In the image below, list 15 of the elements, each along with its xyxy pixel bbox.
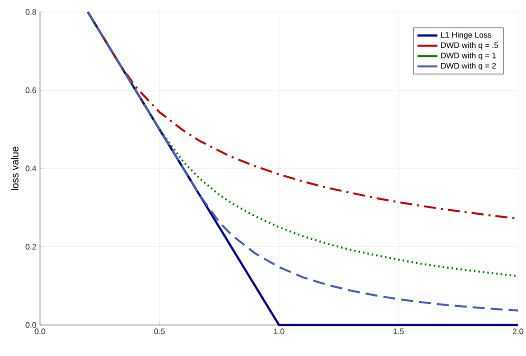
y-tick-label: 0.0 [26, 322, 36, 328]
legend-label: DWD with q = 2 [441, 62, 496, 70]
x-tick-label: 0.5 [154, 328, 165, 334]
x-tick-label: 1.0 [274, 328, 284, 334]
legend-label: DWD with q = 1 [441, 52, 496, 60]
x-tick-label: 1.5 [394, 328, 404, 334]
y-tick-label: 0.2 [26, 244, 36, 250]
y-tick-label: 0.8 [26, 9, 36, 15]
y-tick-label: 0.6 [26, 87, 36, 94]
x-tick-label: 2.0 [512, 328, 524, 334]
legend-label: L1 Hinge Loss [441, 32, 492, 40]
legend-label: DWD with q = .5 [441, 42, 498, 50]
x-tick-label: 0.0 [34, 328, 46, 334]
y-tick-label: 0.4 [26, 166, 36, 172]
y-axis-title: loss value [11, 146, 18, 190]
